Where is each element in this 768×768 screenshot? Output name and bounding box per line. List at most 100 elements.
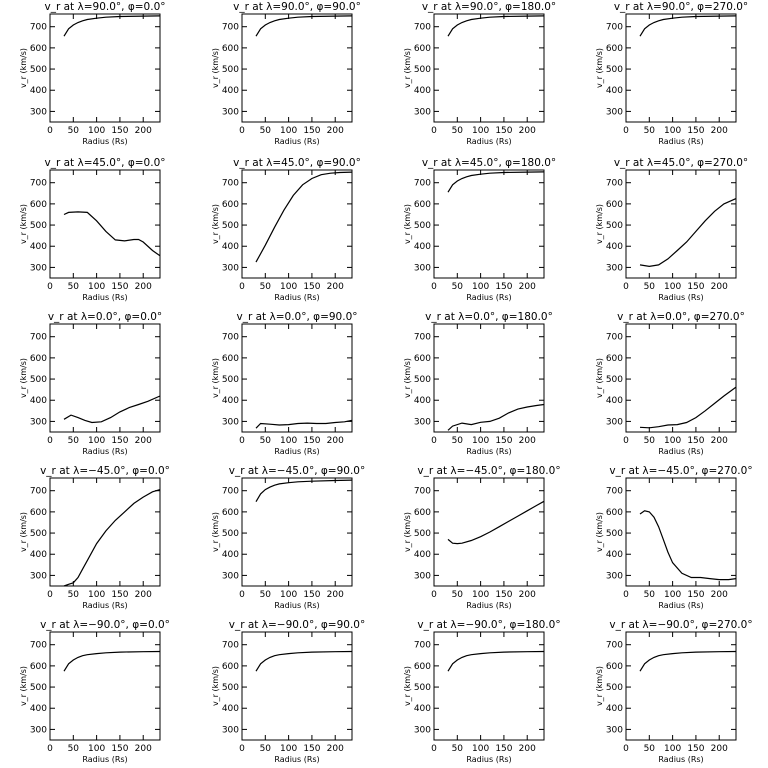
- series-line: [255, 650, 353, 672]
- x-tick-label: 50: [260, 282, 272, 292]
- x-axis-label: Radius (Rs): [658, 601, 703, 610]
- y-tick-label: 600: [606, 354, 623, 364]
- y-tick-label: 700: [606, 179, 623, 189]
- y-tick-label: 300: [222, 417, 239, 427]
- y-tick-label: 400: [222, 396, 239, 406]
- y-tick-label: 300: [414, 107, 431, 117]
- x-tick-label: 0: [239, 282, 245, 292]
- panel-title: v_r at λ=90.0°, φ=180.0°: [422, 1, 556, 13]
- panel-title: v_r at λ=−90.0°, φ=180.0°: [417, 619, 560, 631]
- x-tick-label: 200: [519, 126, 536, 136]
- x-tick-label: 50: [260, 590, 272, 600]
- x-tick-label: 100: [472, 590, 489, 600]
- x-tick-label: 50: [260, 436, 272, 446]
- y-axis-label: v_r (km/s): [595, 204, 604, 244]
- series-line: [255, 15, 353, 37]
- y-tick-label: 300: [222, 571, 239, 581]
- y-tick-label: 400: [30, 550, 47, 560]
- y-tick-label: 700: [222, 641, 239, 651]
- x-axis-label: Radius (Rs): [274, 447, 319, 456]
- y-tick-label: 700: [414, 179, 431, 189]
- x-tick-label: 0: [623, 436, 629, 446]
- panel: v_r at λ=−45.0°, φ=180.0° 0 50 100 150 200 300…: [403, 465, 561, 610]
- series-line: [63, 211, 161, 257]
- x-tick-label: 0: [47, 744, 53, 754]
- x-tick-label: 100: [472, 436, 489, 446]
- panel: v_r at λ=−90.0°, φ=90.0° 0 50 100 150 200 300 4…: [211, 619, 365, 764]
- x-tick-label: 150: [303, 436, 320, 446]
- x-axis-label: Radius (Rs): [82, 755, 127, 764]
- y-tick-label: 500: [222, 529, 239, 539]
- y-tick-label: 700: [30, 333, 47, 343]
- x-tick-label: 0: [239, 590, 245, 600]
- x-tick-label: 0: [239, 126, 245, 136]
- x-tick-label: 100: [664, 590, 681, 600]
- y-tick-label: 600: [414, 354, 431, 364]
- x-tick-label: 150: [111, 126, 128, 136]
- y-axis-label: v_r (km/s): [595, 666, 604, 706]
- panel: v_r at λ=90.0°, φ=180.0° 0 50 100 150 200 300 4…: [403, 1, 556, 146]
- x-tick-label: 50: [68, 744, 80, 754]
- y-tick-label: 400: [222, 86, 239, 96]
- x-axis-label: Radius (Rs): [466, 447, 511, 456]
- y-tick-label: 600: [606, 200, 623, 210]
- x-tick-label: 200: [711, 126, 728, 136]
- panel-title: v_r at λ=90.0°, φ=0.0°: [45, 1, 166, 13]
- y-tick-label: 400: [414, 86, 431, 96]
- x-tick-label: 150: [495, 436, 512, 446]
- series-line: [447, 403, 545, 431]
- x-tick-label: 150: [495, 126, 512, 136]
- x-axis-label: Radius (Rs): [82, 601, 127, 610]
- panel-title: v_r at λ=0.0°, φ=270.0°: [617, 311, 745, 323]
- y-tick-label: 500: [606, 683, 623, 693]
- x-tick-label: 200: [519, 590, 536, 600]
- panel: v_r at λ=−45.0°, φ=90.0° 0 50 100 150 200 300 4…: [211, 465, 365, 610]
- x-tick-label: 50: [68, 590, 80, 600]
- y-tick-label: 500: [222, 221, 239, 231]
- x-axis-label: Radius (Rs): [658, 755, 703, 764]
- y-axis-label: v_r (km/s): [403, 512, 412, 552]
- x-tick-label: 0: [623, 590, 629, 600]
- x-tick-label: 0: [47, 590, 53, 600]
- y-axis-label: v_r (km/s): [211, 666, 220, 706]
- x-axis-label: Radius (Rs): [82, 137, 127, 146]
- y-tick-label: 400: [30, 396, 47, 406]
- x-tick-label: 200: [327, 126, 344, 136]
- x-tick-label: 100: [664, 744, 681, 754]
- panel: v_r at λ=−90.0°, φ=270.0° 0 50 100 150 200 300…: [595, 619, 753, 764]
- y-axis-label: v_r (km/s): [403, 204, 412, 244]
- x-tick-label: 50: [452, 744, 464, 754]
- x-tick-label: 100: [472, 282, 489, 292]
- series-line: [447, 650, 545, 672]
- x-tick-label: 200: [327, 590, 344, 600]
- plot-frame: [433, 477, 545, 587]
- y-tick-label: 600: [414, 662, 431, 672]
- x-tick-label: 150: [111, 590, 128, 600]
- y-tick-label: 400: [606, 86, 623, 96]
- y-tick-label: 400: [606, 550, 623, 560]
- y-axis-label: v_r (km/s): [595, 512, 604, 552]
- x-tick-label: 50: [68, 282, 80, 292]
- x-axis-label: Radius (Rs): [466, 137, 511, 146]
- y-tick-label: 500: [30, 221, 47, 231]
- plot-frame: [241, 13, 353, 123]
- x-tick-label: 200: [711, 282, 728, 292]
- x-tick-label: 150: [495, 282, 512, 292]
- y-tick-label: 600: [30, 662, 47, 672]
- x-tick-label: 0: [431, 590, 437, 600]
- x-axis-label: Radius (Rs): [274, 601, 319, 610]
- y-tick-label: 600: [606, 44, 623, 54]
- x-tick-label: 200: [327, 744, 344, 754]
- series-line: [639, 198, 737, 268]
- x-axis-label: Radius (Rs): [658, 293, 703, 302]
- x-tick-label: 200: [519, 282, 536, 292]
- x-tick-label: 50: [452, 282, 464, 292]
- x-tick-label: 50: [644, 282, 656, 292]
- x-axis-label: Radius (Rs): [274, 293, 319, 302]
- plot-frame: [625, 323, 737, 433]
- y-tick-label: 600: [414, 44, 431, 54]
- x-tick-label: 150: [303, 744, 320, 754]
- x-tick-label: 0: [431, 282, 437, 292]
- panel: v_r at λ=90.0°, φ=90.0° 0 50 100 150 200 300 40…: [211, 1, 361, 146]
